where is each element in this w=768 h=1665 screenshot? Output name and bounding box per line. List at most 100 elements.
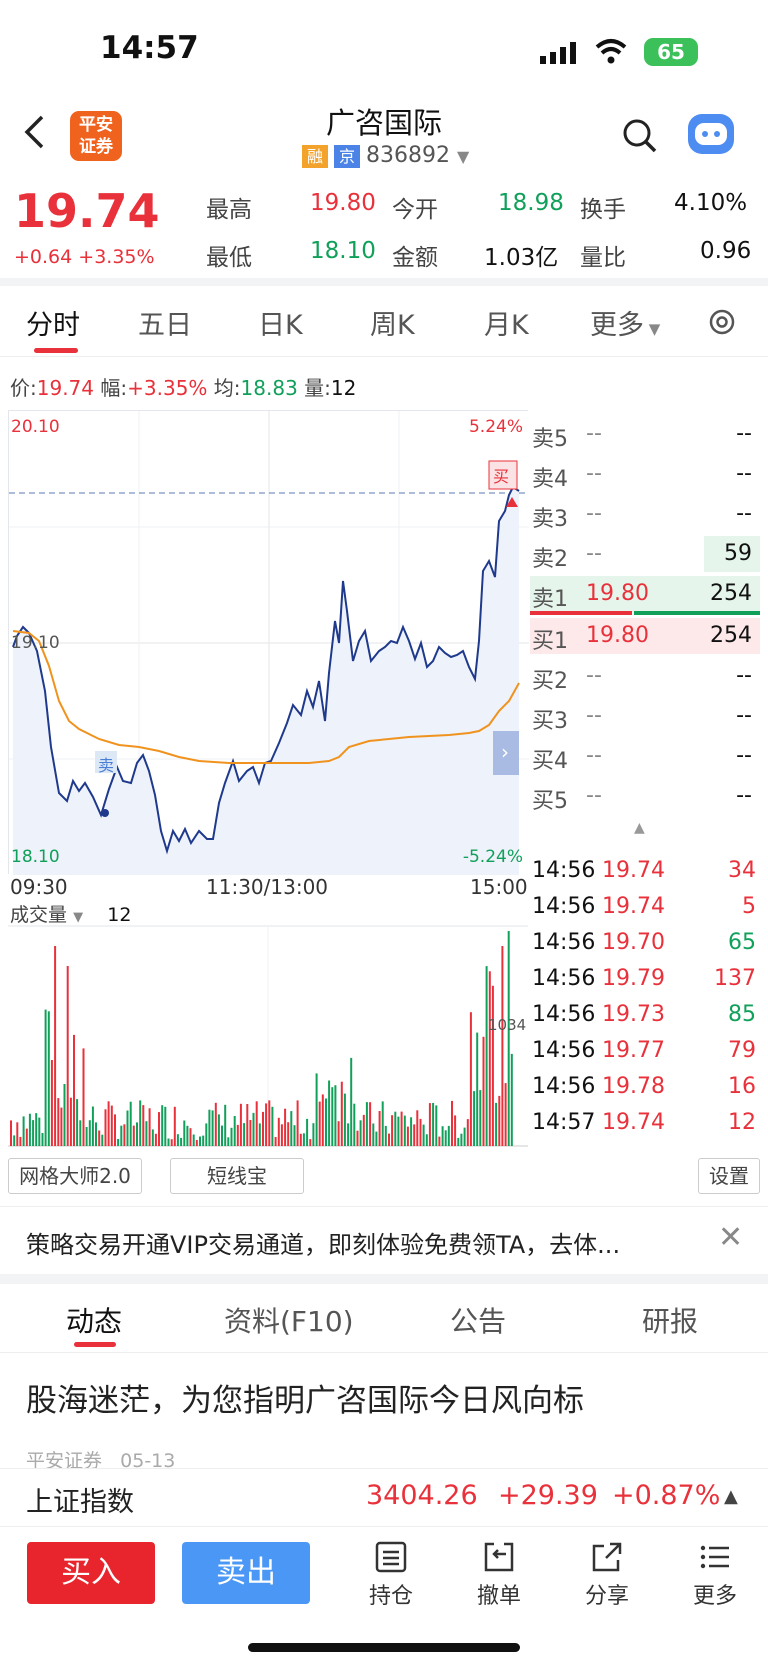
promo-banner[interactable]: 策略交易开通VIP交易通道，即刻体验免费领TA，去体... bbox=[26, 1231, 621, 1259]
chevron-up-icon[interactable]: ▲ bbox=[724, 1486, 738, 1507]
volume-bar bbox=[315, 1073, 318, 1146]
sell-level-row[interactable]: 卖1 19.80 254 bbox=[530, 574, 760, 614]
buy-level-row[interactable]: 买5 -- -- bbox=[532, 783, 752, 814]
volume-bar bbox=[375, 1131, 378, 1146]
volume-header[interactable]: 成交量 ▼ 12 bbox=[10, 904, 132, 926]
chevron-up-icon[interactable]: ▲ bbox=[634, 820, 645, 836]
buy-level-row[interactable]: 买1 19.80 254 bbox=[530, 616, 760, 656]
tab-five-day[interactable]: 五日 bbox=[138, 310, 192, 341]
open-value: 18.98 bbox=[498, 190, 564, 216]
volume-bar bbox=[293, 1125, 296, 1146]
volume-bar bbox=[16, 1122, 19, 1146]
volume-bar bbox=[312, 1123, 315, 1146]
tab-intraday[interactable]: 分时 bbox=[26, 310, 80, 341]
status-time: 14:57 bbox=[100, 30, 199, 66]
volume-bar bbox=[239, 1103, 242, 1146]
volume-bar bbox=[50, 1060, 53, 1146]
tab-weekly-k[interactable]: 周K bbox=[370, 310, 415, 341]
volume-bar bbox=[451, 1100, 453, 1146]
volume-bar bbox=[321, 1094, 324, 1146]
tab-daily-k[interactable]: 日K bbox=[258, 310, 303, 341]
intraday-chart[interactable]: › 20.10 5.24% 19.10 18.10 -5.24% 买 卖 bbox=[8, 410, 529, 875]
volume-bar bbox=[54, 946, 57, 1146]
volume-bar bbox=[214, 1102, 217, 1146]
volume-bar bbox=[136, 1122, 138, 1146]
y-mid-label: 19.10 bbox=[11, 633, 60, 653]
sell-level-row[interactable]: 卖3 -- -- bbox=[532, 501, 752, 532]
sell-button[interactable]: 卖出 bbox=[182, 1542, 310, 1604]
news-title[interactable]: 股海迷茫，为您指明广咨国际今日风向标 bbox=[26, 1383, 584, 1419]
volume-bar bbox=[501, 946, 504, 1146]
volume-bar bbox=[504, 1083, 507, 1146]
volume-bar bbox=[457, 1137, 460, 1146]
volume-bar bbox=[139, 1100, 142, 1146]
volume-bar bbox=[362, 1114, 365, 1146]
volume-bar bbox=[60, 1107, 63, 1146]
sell-strength-bar bbox=[634, 611, 760, 615]
volume-bar bbox=[202, 1135, 205, 1146]
tab-research[interactable]: 研报 bbox=[642, 1305, 699, 1338]
settings-gear-icon[interactable] bbox=[706, 306, 738, 342]
volume-bar bbox=[438, 1136, 441, 1146]
volume-bar bbox=[473, 1091, 476, 1146]
tick-row: 14:56 19.78 16 bbox=[532, 1074, 756, 1099]
short-line-button[interactable]: 短线宝 bbox=[170, 1158, 304, 1194]
tab-f10[interactable]: 资料(F10) bbox=[224, 1305, 354, 1338]
position-button[interactable]: 持仓 bbox=[356, 1540, 426, 1610]
sell-level-row[interactable]: 卖5 -- -- bbox=[532, 421, 752, 452]
y-max-label: 20.10 bbox=[11, 417, 60, 437]
share-button[interactable]: 分享 bbox=[572, 1540, 642, 1610]
volume-bar bbox=[28, 1113, 31, 1146]
margin-tag: 融 bbox=[302, 145, 328, 168]
close-icon[interactable]: ✕ bbox=[718, 1220, 744, 1255]
ratio-value: 0.96 bbox=[700, 238, 752, 264]
volume-bar bbox=[447, 1125, 450, 1146]
buy-level-row[interactable]: 买2 -- -- bbox=[532, 663, 752, 694]
index-ticker-bar[interactable] bbox=[0, 1468, 768, 1524]
volume-bar bbox=[369, 1102, 372, 1146]
wifi-icon bbox=[594, 38, 628, 68]
stock-name: 广咨国际 bbox=[325, 106, 442, 140]
volume-bar bbox=[208, 1109, 211, 1146]
tab-announcements[interactable]: 公告 bbox=[450, 1305, 507, 1338]
stock-code[interactable]: 836892 ▼ bbox=[366, 143, 470, 168]
buy-level-row[interactable]: 买3 -- -- bbox=[532, 703, 752, 734]
grid-master-button[interactable]: 网格大师2.0 bbox=[8, 1158, 142, 1194]
signal-icon bbox=[540, 42, 580, 68]
volume-bar bbox=[63, 1084, 66, 1146]
buy-level-row[interactable]: 买4 -- -- bbox=[532, 743, 752, 774]
volume-bar bbox=[211, 1110, 214, 1146]
volume-bar bbox=[485, 966, 488, 1146]
open-label: 今开 bbox=[392, 197, 438, 223]
y-max-pct-label: 5.24% bbox=[468, 417, 523, 437]
volume-bar bbox=[161, 1105, 164, 1146]
divider bbox=[0, 356, 768, 357]
volume-bar bbox=[337, 1121, 340, 1146]
tab-news[interactable]: 动态 bbox=[66, 1305, 123, 1338]
home-indicator[interactable] bbox=[248, 1643, 520, 1652]
volume-bar bbox=[394, 1111, 397, 1146]
more-button[interactable]: 更多 bbox=[680, 1540, 750, 1610]
ratio-label: 量比 bbox=[580, 245, 626, 271]
sell-level-row[interactable]: 卖2 -- 59 bbox=[530, 534, 760, 574]
settings-button[interactable]: 设置 bbox=[698, 1158, 760, 1194]
volume-bar bbox=[132, 1125, 135, 1146]
volume-bar bbox=[167, 1138, 170, 1146]
amount-label: 金额 bbox=[392, 245, 438, 271]
cancel-order-button[interactable]: 撤单 bbox=[464, 1540, 534, 1610]
volume-bar bbox=[114, 1114, 116, 1146]
volume-bar bbox=[85, 1127, 88, 1146]
sell-level-row[interactable]: 卖4 -- -- bbox=[532, 461, 752, 492]
buy-button[interactable]: 买入 bbox=[27, 1542, 155, 1604]
back-icon[interactable] bbox=[22, 110, 46, 161]
assistant-robot-icon[interactable] bbox=[688, 114, 734, 154]
broker-logo: 平安 证券 bbox=[70, 111, 122, 161]
volume-bar bbox=[265, 1103, 268, 1146]
tab-more[interactable]: 更多 ▼ bbox=[590, 310, 661, 341]
volume-bar bbox=[378, 1111, 381, 1146]
search-icon[interactable] bbox=[622, 118, 658, 158]
volume-bar bbox=[145, 1121, 148, 1146]
tab-monthly-k[interactable]: 月K bbox=[484, 310, 529, 341]
volume-bar bbox=[482, 1036, 485, 1146]
tick-row: 14:56 19.79 137 bbox=[532, 966, 756, 991]
